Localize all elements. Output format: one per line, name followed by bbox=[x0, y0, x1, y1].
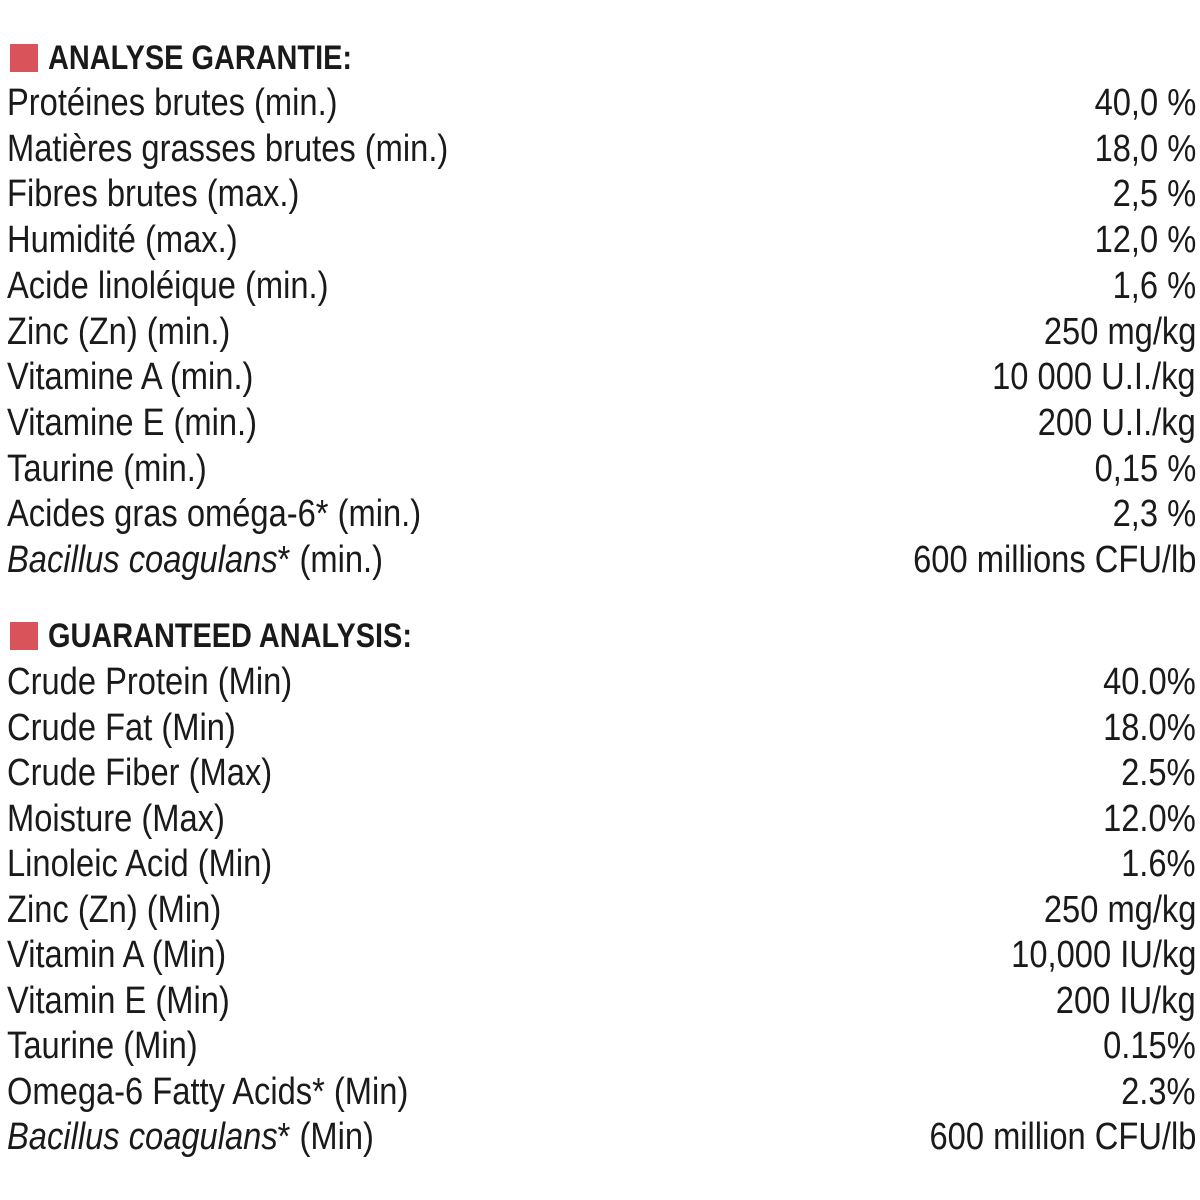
analysis-row: Zinc (Zn) (min.) 250 mg/kg bbox=[0, 309, 1200, 355]
row-value: 250 mg/kg bbox=[1043, 888, 1196, 931]
row-label: Acide linoléique (min.) bbox=[7, 263, 329, 309]
analysis-row: Linoleic Acid (Min) 1.6% bbox=[0, 841, 1200, 887]
row-label: Taurine (Min) bbox=[7, 1023, 198, 1069]
row-value: 2.5% bbox=[1121, 752, 1196, 794]
row-label: Taurine (min.) bbox=[7, 446, 207, 492]
row-label-italic: Bacillus coagulans bbox=[7, 539, 278, 581]
analysis-row: Bacillus coagulans* (min.) 600 millions C… bbox=[0, 537, 1200, 583]
row-value: 2,3 % bbox=[1112, 493, 1196, 536]
analysis-row: Crude Protein (Min) 40.0% bbox=[0, 659, 1200, 705]
analysis-row: Acide linoléique (min.) 1,6 % bbox=[0, 263, 1200, 309]
row-value: 600 million CFU/lb bbox=[929, 1116, 1196, 1158]
bullet-square bbox=[10, 622, 38, 650]
row-value: 0.15% bbox=[1103, 1025, 1196, 1067]
row-label-text: Crude Fiber (Max) bbox=[7, 752, 273, 794]
row-label: Bacillus coagulans* (min.) bbox=[7, 537, 383, 583]
analysis-row: Taurine (min.) 0,15 % bbox=[0, 446, 1200, 492]
row-value: 12.0% bbox=[1103, 797, 1196, 840]
analysis-row: Vitamin A (Min) 10,000 IU/kg bbox=[0, 932, 1200, 978]
row-label-text: Zinc (Zn) (min.) bbox=[7, 310, 231, 353]
row-value: 200 U.I./kg bbox=[1037, 401, 1196, 444]
row-label: Protéines brutes (min.) bbox=[7, 80, 338, 126]
row-label-italic: Bacillus coagulans bbox=[7, 1116, 278, 1158]
row-value: 10,000 IU/kg bbox=[1010, 934, 1196, 976]
row-label: Zinc (Zn) (Min) bbox=[7, 887, 221, 933]
row-label: Bacillus coagulans* (Min) bbox=[7, 1114, 374, 1160]
analysis-row: Vitamin E (Min) 200 IU/kg bbox=[0, 978, 1200, 1024]
row-value: 2,5 % bbox=[1112, 173, 1196, 216]
row-label: Zinc (Zn) (min.) bbox=[7, 309, 230, 355]
row-label: Linoleic Acid (Min) bbox=[7, 841, 272, 887]
row-label-text: Acides gras oméga-6* (min.) bbox=[7, 493, 422, 536]
row-label-text: Vitamin E (Min) bbox=[7, 979, 230, 1022]
analysis-row: Fibres brutes (max.) 2,5 % bbox=[0, 171, 1200, 217]
analysis-row: Vitamine A (min.) 10 000 U.I./kg bbox=[0, 354, 1200, 400]
section-heading: ANALYSE GARANTIE: bbox=[0, 36, 1200, 80]
row-label-text: Protéines brutes (min.) bbox=[7, 82, 338, 124]
analysis-row: Crude Fat (Min) 18.0% bbox=[0, 705, 1200, 751]
row-label: Crude Fat (Min) bbox=[7, 705, 236, 751]
analysis-row: Acides gras oméga-6* (min.) 2,3 % bbox=[0, 491, 1200, 537]
section-heading: GUARANTEED ANALYSIS: bbox=[0, 614, 1200, 658]
row-label: Vitamin E (Min) bbox=[7, 978, 230, 1024]
row-value: 1,6 % bbox=[1112, 264, 1196, 307]
row-value: 18,0 % bbox=[1094, 127, 1196, 170]
row-label: Crude Protein (Min) bbox=[7, 659, 292, 705]
analysis-row: Humidité (max.) 12,0 % bbox=[0, 217, 1200, 263]
row-label-text: Taurine (min.) bbox=[7, 447, 207, 490]
row-label-text: Vitamin A (Min) bbox=[7, 934, 227, 976]
row-value: 0,15 % bbox=[1094, 447, 1196, 490]
analysis-row: Moisture (Max) 12.0% bbox=[0, 796, 1200, 842]
analysis-row: Omega-6 Fatty Acids* (Min) 2.3% bbox=[0, 1069, 1200, 1115]
row-label: Acides gras oméga-6* (min.) bbox=[7, 491, 421, 537]
row-value: 12,0 % bbox=[1094, 219, 1196, 262]
row-value: 2.3% bbox=[1121, 1070, 1196, 1113]
row-value: 40.0% bbox=[1103, 661, 1196, 703]
analysis-row: Matières grasses brutes (min.) 18,0 % bbox=[0, 126, 1200, 172]
row-label-text: Fibres brutes (max.) bbox=[7, 173, 300, 216]
section-title: GUARANTEED ANALYSIS: bbox=[48, 617, 412, 655]
row-label-text: Linoleic Acid (Min) bbox=[7, 843, 273, 885]
row-label-text: Acide linoléique (min.) bbox=[7, 264, 329, 307]
row-label-text: Vitamine E (min.) bbox=[7, 401, 258, 444]
bullet-square bbox=[10, 44, 38, 72]
row-label-text: * (Min) bbox=[277, 1116, 374, 1158]
row-label-text: Vitamine A (min.) bbox=[7, 356, 254, 399]
row-label-text: Crude Protein (Min) bbox=[7, 661, 293, 703]
analysis-row: Zinc (Zn) (Min) 250 mg/kg bbox=[0, 887, 1200, 933]
row-label: Crude Fiber (Max) bbox=[7, 750, 272, 796]
section-title: ANALYSE GARANTIE: bbox=[48, 39, 353, 77]
row-label-text: Moisture (Max) bbox=[7, 797, 225, 840]
analysis-row: Crude Fiber (Max) 2.5% bbox=[0, 750, 1200, 796]
row-label-text: * (min.) bbox=[277, 539, 383, 581]
row-value: 600 millions CFU/lb bbox=[912, 539, 1196, 581]
row-label: Matières grasses brutes (min.) bbox=[7, 126, 448, 172]
row-label-text: Crude Fat (Min) bbox=[7, 706, 236, 749]
analysis-row: Bacillus coagulans* (Min) 600 million CFU… bbox=[0, 1114, 1200, 1160]
row-value: 18.0% bbox=[1103, 706, 1196, 749]
row-label: Vitamine E (min.) bbox=[7, 400, 257, 446]
row-value: 1.6% bbox=[1121, 843, 1196, 885]
row-label-text: Zinc (Zn) (Min) bbox=[7, 888, 222, 931]
row-label-text: Omega-6 Fatty Acids* (Min) bbox=[7, 1070, 409, 1113]
row-label: Moisture (Max) bbox=[7, 796, 225, 842]
row-label: Omega-6 Fatty Acids* (Min) bbox=[7, 1069, 408, 1115]
row-label-text: Humidité (max.) bbox=[7, 219, 238, 262]
analysis-row: Vitamine E (min.) 200 U.I./kg bbox=[0, 400, 1200, 446]
row-value: 40,0 % bbox=[1094, 82, 1196, 124]
analysis-row: Protéines brutes (min.) 40,0 % bbox=[0, 80, 1200, 126]
row-label: Fibres brutes (max.) bbox=[7, 171, 299, 217]
row-value: 10 000 U.I./kg bbox=[992, 356, 1196, 399]
row-value: 200 IU/kg bbox=[1056, 979, 1196, 1022]
row-value: 250 mg/kg bbox=[1043, 310, 1196, 353]
row-label-text: Matières grasses brutes (min.) bbox=[7, 127, 449, 170]
row-label: Humidité (max.) bbox=[7, 217, 238, 263]
analysis-row: Taurine (Min) 0.15% bbox=[0, 1023, 1200, 1069]
row-label: Vitamin A (Min) bbox=[7, 932, 226, 978]
row-label: Vitamine A (min.) bbox=[7, 354, 253, 400]
row-label-text: Taurine (Min) bbox=[7, 1025, 198, 1067]
